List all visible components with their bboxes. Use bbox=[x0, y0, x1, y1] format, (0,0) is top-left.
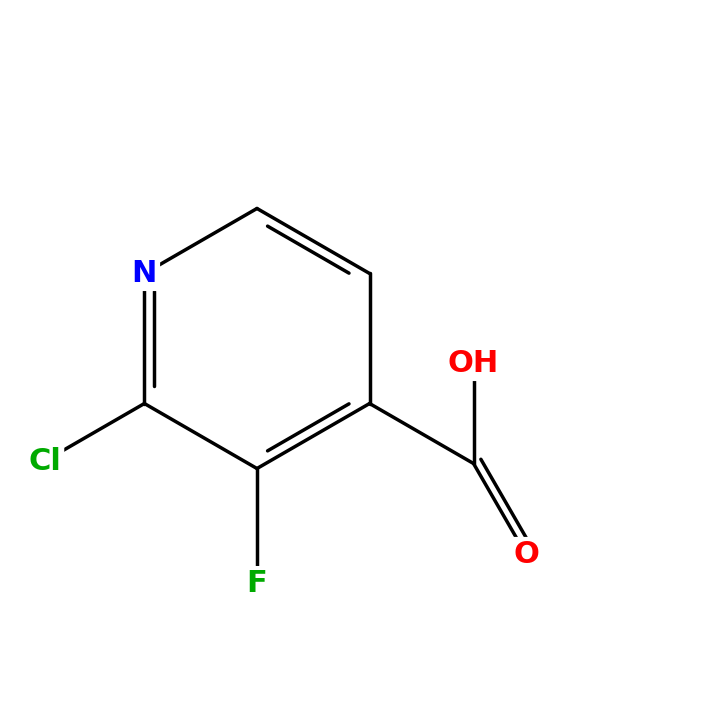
Text: O: O bbox=[513, 540, 539, 569]
Text: OH: OH bbox=[448, 349, 499, 378]
Text: N: N bbox=[131, 259, 157, 288]
Text: F: F bbox=[246, 569, 267, 598]
Text: Cl: Cl bbox=[29, 447, 61, 476]
